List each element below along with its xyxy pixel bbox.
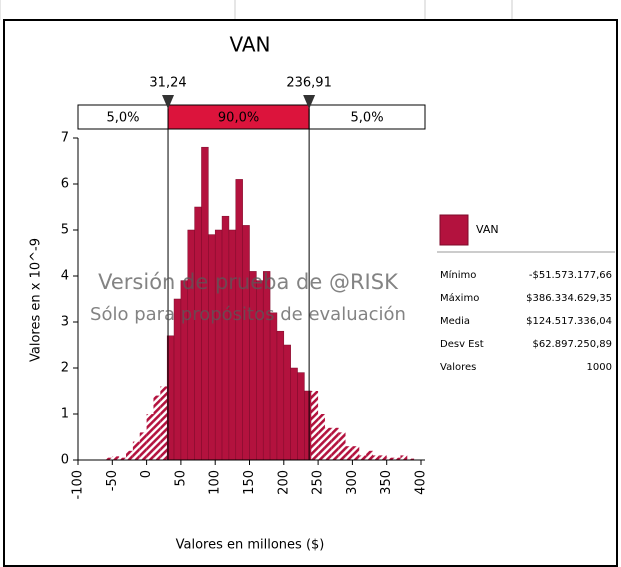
x-tick-label: 50	[173, 470, 188, 487]
bar	[228, 229, 237, 461]
x-tick-label: 250	[311, 470, 326, 495]
y-tick-label: 7	[61, 131, 69, 146]
bar	[276, 330, 285, 461]
stat-name: Desv Est	[440, 339, 484, 350]
bar	[324, 427, 332, 460]
bar	[283, 344, 291, 461]
bar	[352, 446, 360, 460]
bar	[187, 229, 195, 461]
bar	[126, 450, 133, 460]
x-tick-label: 100	[208, 470, 223, 495]
bar	[311, 391, 319, 460]
bar	[139, 432, 147, 460]
marker-triangle	[303, 95, 316, 109]
stat-name: Valores	[440, 362, 476, 373]
y-tick-label: 0	[61, 453, 69, 468]
stat-value: $62.897.250,89	[532, 339, 612, 350]
y-tick-label: 2	[61, 361, 69, 376]
bar	[407, 458, 415, 460]
region-box	[77, 104, 169, 130]
bar	[221, 215, 230, 461]
watermark: Versión de prueba de @RISK	[98, 270, 399, 294]
x-tick-label: 150	[242, 470, 257, 495]
bar	[153, 395, 161, 460]
stat-name: Mínimo	[440, 269, 476, 281]
region-label: 90,0%	[218, 111, 259, 126]
bar	[214, 229, 223, 461]
bar	[112, 456, 120, 460]
y-tick-label: 6	[61, 177, 69, 192]
x-tick-label: -50	[105, 470, 120, 491]
bar	[208, 234, 216, 461]
y-tick-label: 5	[61, 223, 69, 238]
y-tick-label: 1	[61, 407, 69, 422]
legend-label: VAN	[476, 223, 499, 236]
marker-triangle	[162, 95, 175, 109]
bar	[119, 457, 127, 460]
bar	[304, 390, 312, 461]
bar	[194, 206, 202, 461]
bar	[297, 372, 305, 461]
stat-value: 1000	[587, 362, 612, 373]
bar	[372, 455, 380, 460]
marker-label: 31,24	[149, 76, 186, 91]
stat-value: $124.517.336,04	[526, 316, 612, 327]
bar	[379, 455, 387, 460]
region-label: 5,0%	[106, 111, 139, 126]
y-axis-label: Valores en x 10^-9	[29, 238, 44, 362]
watermark: Sólo para propósitos de evaluación	[90, 304, 406, 325]
bar	[366, 450, 373, 460]
bar	[331, 427, 339, 460]
x-tick-label: 400	[414, 470, 429, 495]
stat-value: -$51.573.177,66	[529, 270, 612, 281]
bar	[345, 446, 353, 460]
x-tick-label: 200	[276, 470, 291, 495]
bar	[400, 455, 408, 460]
bar	[132, 441, 140, 460]
stat-name: Media	[440, 316, 470, 327]
stat-name: Máximo	[440, 292, 479, 304]
frame	[3, 19, 618, 567]
y-tick-label: 3	[61, 315, 69, 330]
stat-value: $386.334.629,35	[526, 293, 612, 304]
legend-swatch	[439, 214, 469, 246]
y-tick-label: 4	[61, 269, 69, 284]
region-box	[308, 104, 426, 130]
bar	[105, 457, 113, 460]
bar	[242, 225, 250, 461]
x-tick-label: 300	[345, 470, 360, 495]
bar	[269, 312, 278, 461]
x-tick-label: 0	[139, 470, 154, 478]
x-tick-label: 350	[379, 470, 394, 495]
bar	[359, 455, 367, 460]
region-label: 5,0%	[351, 111, 384, 126]
bar	[393, 457, 401, 460]
x-tick-label: -100	[71, 470, 86, 500]
bar	[338, 432, 346, 460]
x-axis-label: Valores en millones ($)	[176, 538, 325, 553]
bar	[249, 271, 257, 461]
bar	[146, 414, 154, 460]
bar	[318, 414, 325, 460]
chart-title: VAN	[229, 33, 270, 57]
bar	[290, 367, 298, 461]
bar	[160, 386, 168, 460]
bar	[262, 271, 271, 461]
marker-label: 236,91	[286, 76, 332, 91]
bar	[386, 457, 394, 460]
